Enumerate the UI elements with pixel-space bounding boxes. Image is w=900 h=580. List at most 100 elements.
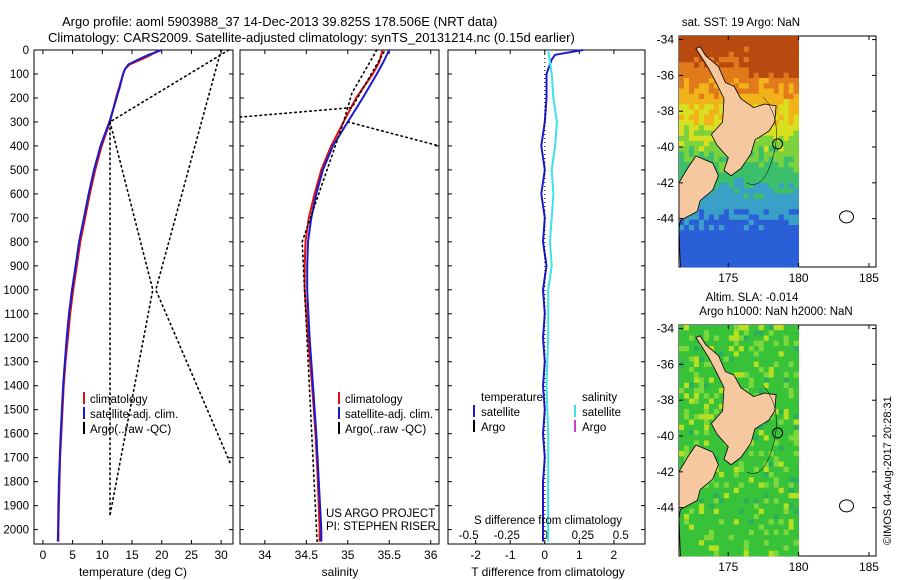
map-cell bbox=[738, 230, 745, 236]
map-cell bbox=[713, 335, 720, 342]
map-cell bbox=[763, 41, 770, 47]
lat-tick-label: -36 bbox=[657, 68, 675, 82]
map-cell bbox=[743, 335, 750, 342]
map-cell bbox=[698, 219, 705, 226]
map-cell bbox=[778, 172, 785, 179]
map-cell bbox=[758, 435, 765, 441]
map-cell bbox=[718, 240, 725, 247]
map-cell bbox=[763, 472, 770, 478]
map-cell bbox=[793, 172, 799, 179]
map-cell bbox=[763, 325, 770, 331]
map-cell bbox=[679, 414, 685, 420]
map-cell bbox=[753, 99, 760, 105]
map-cell bbox=[733, 225, 740, 231]
lon-tick-label: 185 bbox=[859, 560, 879, 574]
series-argo-line bbox=[109, 49, 230, 517]
map-cell bbox=[768, 419, 775, 426]
map-cell bbox=[683, 120, 690, 126]
map-cell bbox=[748, 188, 755, 194]
map-cell bbox=[738, 461, 745, 468]
sla-map-title: Altim. SLA: -0.014 bbox=[706, 292, 799, 304]
map-cell bbox=[728, 204, 735, 210]
map-cell bbox=[758, 167, 765, 173]
map-cell bbox=[758, 382, 765, 389]
map-cell bbox=[708, 120, 715, 126]
map-cell bbox=[763, 162, 770, 168]
map-cell bbox=[763, 535, 770, 541]
map-cell bbox=[713, 340, 720, 347]
map-cell bbox=[713, 382, 720, 389]
map-cell bbox=[788, 151, 795, 158]
map-cell bbox=[788, 209, 795, 215]
map-cell bbox=[773, 524, 780, 531]
map-cell bbox=[698, 351, 705, 357]
map-cell bbox=[703, 535, 710, 541]
map-cell bbox=[793, 529, 799, 536]
map-cell bbox=[683, 93, 690, 100]
lat-tick-label: -34 bbox=[657, 322, 675, 336]
map-cell bbox=[679, 519, 685, 525]
map-cell bbox=[743, 51, 750, 58]
map-cell bbox=[693, 230, 700, 236]
map-cell bbox=[793, 508, 799, 515]
map-cell bbox=[728, 535, 735, 541]
map-cell bbox=[703, 372, 710, 378]
map-cell bbox=[773, 240, 780, 247]
map-cell bbox=[683, 451, 690, 457]
map-cell bbox=[728, 219, 735, 226]
map-cell bbox=[738, 193, 745, 200]
map-cell bbox=[723, 183, 730, 189]
map-cell bbox=[793, 151, 799, 158]
lat-tick-label: -38 bbox=[657, 393, 675, 407]
map-cell bbox=[768, 377, 775, 384]
map-cell bbox=[683, 88, 690, 95]
map-cell bbox=[783, 36, 790, 42]
map-cell bbox=[778, 209, 785, 215]
map-cell bbox=[753, 198, 760, 205]
map-cell bbox=[723, 487, 730, 494]
map-cell bbox=[763, 514, 770, 520]
map-cell bbox=[723, 466, 730, 473]
map-cell bbox=[778, 193, 785, 200]
map-cell bbox=[793, 36, 799, 42]
map-cell bbox=[753, 78, 760, 84]
map-cell bbox=[693, 235, 700, 242]
map-cell bbox=[713, 104, 720, 110]
map-cell bbox=[743, 351, 750, 357]
map-cell bbox=[748, 230, 755, 236]
map-cell bbox=[753, 57, 760, 63]
map-cell bbox=[683, 230, 690, 236]
map-cell bbox=[713, 209, 720, 215]
map-cell bbox=[743, 508, 750, 515]
map-cell bbox=[679, 83, 685, 89]
lat-tick-label: -36 bbox=[657, 357, 675, 371]
map-cell bbox=[688, 388, 695, 394]
map-cell bbox=[758, 477, 765, 483]
map-cell bbox=[698, 393, 705, 399]
map-cell bbox=[723, 477, 730, 483]
map-cell bbox=[763, 430, 770, 436]
map-cell bbox=[788, 466, 795, 473]
map-cell bbox=[773, 356, 780, 363]
map-cell bbox=[688, 409, 695, 415]
map-cell bbox=[723, 156, 730, 163]
map-cell bbox=[773, 188, 780, 194]
map-cell bbox=[793, 251, 799, 257]
map-cell bbox=[778, 57, 785, 63]
map-cell bbox=[688, 146, 695, 152]
map-cell bbox=[768, 193, 775, 200]
map-cell bbox=[723, 246, 730, 252]
map-cell bbox=[703, 503, 710, 510]
map-cell bbox=[683, 445, 690, 452]
map-cell bbox=[728, 346, 735, 352]
map-cell bbox=[793, 156, 799, 163]
map-cell bbox=[718, 251, 725, 257]
map-cell bbox=[698, 487, 705, 494]
map-cell bbox=[713, 198, 720, 205]
map-cell bbox=[793, 67, 799, 74]
map-cell bbox=[693, 514, 700, 520]
map-cell bbox=[763, 372, 770, 378]
map-cell bbox=[693, 346, 700, 352]
map-cell bbox=[773, 41, 780, 47]
map-cell bbox=[703, 430, 710, 436]
